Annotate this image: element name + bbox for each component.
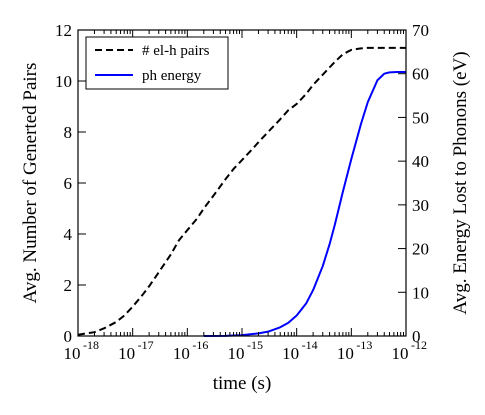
x-tick-label: 10 — [337, 344, 354, 363]
ticks-layer: 10 -18 10 -17 10 -16 10 -15 10 -14 10 -13 10 -1202468… — [55, 21, 429, 363]
y-left-tick-label: 8 — [64, 123, 73, 142]
legend-label-ph-energy: ph energy — [142, 68, 202, 84]
y-axis-left-label: Avg. Number of Generted Pairs — [20, 63, 41, 304]
x-tick-label: 10 — [228, 344, 245, 363]
y-right-tick-label: 50 — [412, 108, 429, 127]
y-right-tick-label: 10 — [412, 283, 429, 302]
y-right-tick-label: 0 — [412, 327, 421, 346]
y-right-tick-label: 30 — [412, 196, 429, 215]
legend: # el-h pairs ph energy — [85, 36, 229, 90]
y-right-tick-label: 60 — [412, 65, 429, 84]
y-left-tick-label: 4 — [64, 225, 73, 244]
y-left-tick-label: 2 — [64, 276, 73, 295]
x-tick-exponent: -13 — [356, 338, 372, 352]
series-layer — [78, 46, 406, 337]
y-right-tick-label: 20 — [412, 240, 429, 259]
x-tick-label: 10 — [282, 344, 299, 363]
y-left-tick-label: 10 — [55, 72, 72, 91]
series-line-ph-energy — [203, 70, 406, 337]
x-tick-label: 10 — [64, 344, 81, 363]
x-axis-label: time (s) — [213, 373, 272, 394]
x-tick-label: 10 — [118, 344, 135, 363]
y-left-tick-label: 0 — [64, 327, 73, 346]
x-tick-exponent: -12 — [411, 338, 427, 352]
x-tick-exponent: -18 — [83, 338, 99, 352]
y-right-tick-label: 70 — [412, 21, 429, 40]
legend-label-el-h-pairs: # el-h pairs — [142, 43, 210, 59]
y-left-tick-label: 12 — [55, 21, 72, 40]
legend-box — [85, 36, 229, 90]
x-tick-exponent: -14 — [302, 338, 318, 352]
x-tick-exponent: -15 — [247, 338, 263, 352]
x-tick-label: 10 — [392, 344, 409, 363]
y-right-tick-label: 40 — [412, 152, 429, 171]
series-line-el-h-pairs — [78, 46, 406, 336]
x-tick-exponent: -17 — [138, 338, 154, 352]
x-tick-label: 10 — [173, 344, 190, 363]
y-axis-right-label: Avg. Energy Lost to Phonons (eV) — [450, 51, 471, 314]
x-tick-exponent: -16 — [192, 338, 208, 352]
y-left-tick-label: 6 — [64, 174, 73, 193]
